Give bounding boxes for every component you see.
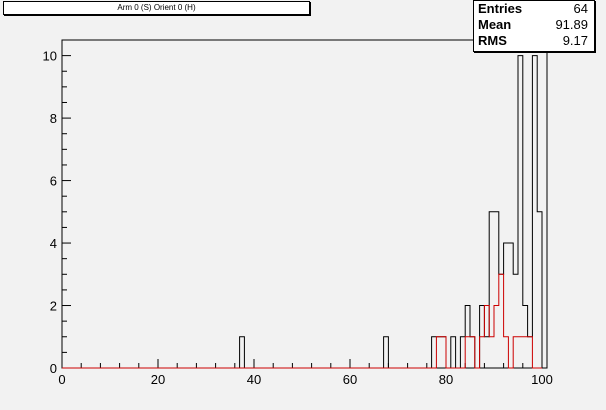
y-tick-label: 2 <box>50 299 57 314</box>
histogram-series-1 <box>62 273 542 369</box>
y-tick-label: 4 <box>50 236 57 251</box>
x-tick-label: 100 <box>531 372 553 387</box>
entries-label: Entries <box>478 1 523 16</box>
stats-box: Entries 64 Mean 91.89 RMS 9.17 <box>473 0 595 52</box>
y-tick-label: 6 <box>50 174 57 189</box>
x-tick-label: 0 <box>58 372 65 387</box>
mean-label: Mean <box>478 17 512 32</box>
x-tick-label: 20 <box>151 372 165 387</box>
histogram-series-0 <box>62 55 543 369</box>
y-tick-label: 10 <box>43 49 57 64</box>
entries-value: 64 <box>573 1 588 16</box>
plot-frame <box>61 39 548 369</box>
y-tick-label: 8 <box>50 111 57 126</box>
histogram-title: Arm 0 (S) Orient 0 (H) <box>3 1 310 15</box>
rms-label: RMS <box>478 33 507 48</box>
y-tick-label: 0 <box>50 361 57 376</box>
mean-value: 91.89 <box>555 17 588 32</box>
x-tick-label: 40 <box>247 372 261 387</box>
rms-value: 9.17 <box>562 33 588 48</box>
x-tick-label: 60 <box>343 372 357 387</box>
x-tick-label: 80 <box>439 372 453 387</box>
